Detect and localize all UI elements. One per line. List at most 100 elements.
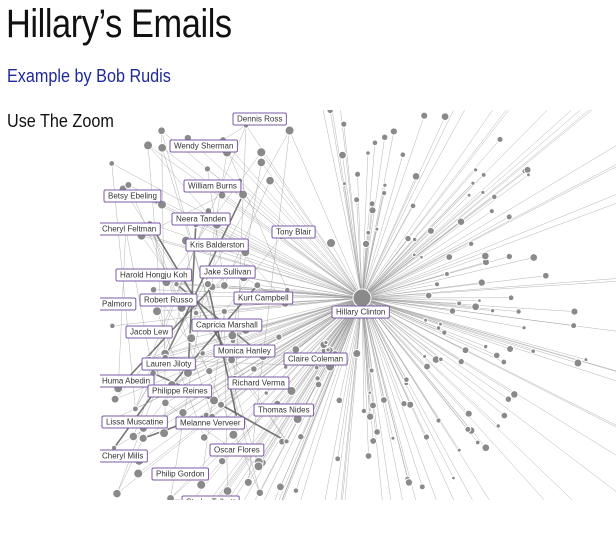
graph-node[interactable] bbox=[206, 368, 213, 375]
graph-node[interactable] bbox=[412, 173, 420, 181]
graph-node[interactable] bbox=[412, 237, 416, 241]
graph-node[interactable] bbox=[370, 438, 377, 445]
graph-node[interactable] bbox=[158, 127, 166, 135]
graph-node[interactable] bbox=[244, 478, 252, 486]
graph-node[interactable] bbox=[200, 351, 206, 357]
graph-node[interactable] bbox=[113, 489, 122, 498]
node-label[interactable]: Robert Russo bbox=[140, 294, 197, 306]
node-label[interactable]: Dennis Ross bbox=[233, 113, 286, 125]
graph-node[interactable] bbox=[496, 424, 500, 428]
graph-node[interactable] bbox=[508, 295, 514, 301]
node-label[interactable]: Kurt Campbell bbox=[234, 292, 293, 304]
graph-node[interactable] bbox=[482, 252, 490, 260]
graph-node[interactable] bbox=[339, 151, 347, 159]
graph-node[interactable] bbox=[129, 432, 137, 440]
graph-node[interactable] bbox=[315, 376, 320, 381]
graph-node[interactable] bbox=[193, 310, 199, 316]
graph-node[interactable] bbox=[419, 484, 425, 490]
graph-node[interactable] bbox=[362, 240, 369, 247]
graph-node[interactable] bbox=[277, 483, 285, 491]
graph-node[interactable] bbox=[452, 476, 456, 480]
graph-node[interactable] bbox=[153, 307, 162, 316]
graph-node[interactable] bbox=[501, 359, 507, 365]
graph-node[interactable] bbox=[218, 401, 225, 408]
graph-node[interactable] bbox=[412, 253, 416, 257]
graph-node[interactable] bbox=[187, 334, 196, 343]
graph-node[interactable] bbox=[472, 303, 480, 311]
graph-node[interactable] bbox=[326, 348, 330, 352]
node-label[interactable]: Harold Hongju Koh bbox=[116, 269, 192, 281]
graph-node[interactable] bbox=[424, 363, 431, 370]
graph-node[interactable] bbox=[489, 209, 494, 214]
graph-node[interactable] bbox=[218, 191, 226, 199]
graph-node[interactable] bbox=[354, 197, 360, 203]
graph-node[interactable] bbox=[218, 458, 225, 465]
graph-node[interactable] bbox=[220, 282, 228, 290]
graph-node[interactable] bbox=[327, 238, 336, 247]
network-graph-canvas[interactable]: Dennis Ross Wendy Sherman Betsy Ebeling Wil… bbox=[100, 110, 616, 500]
graph-node[interactable] bbox=[298, 434, 304, 440]
node-label[interactable]: Strobe Talbott bbox=[182, 496, 239, 500]
node-label[interactable]: Oscar Flores bbox=[210, 444, 264, 456]
graph-node[interactable] bbox=[221, 308, 227, 314]
graph-node[interactable] bbox=[481, 172, 486, 177]
graph-node[interactable] bbox=[361, 408, 366, 413]
graph-node[interactable] bbox=[257, 158, 266, 167]
graph-node[interactable] bbox=[441, 113, 449, 121]
graph-node[interactable] bbox=[324, 340, 328, 344]
graph-node[interactable] bbox=[501, 412, 508, 419]
graph-node[interactable] bbox=[462, 347, 469, 354]
graph-node[interactable] bbox=[372, 140, 378, 146]
graph-node[interactable] bbox=[505, 396, 512, 403]
graph-node[interactable] bbox=[478, 279, 485, 286]
graph-node[interactable] bbox=[335, 456, 341, 462]
graph-node[interactable] bbox=[436, 418, 441, 423]
graph-node[interactable] bbox=[251, 366, 258, 373]
graph-node[interactable] bbox=[482, 444, 490, 452]
node-label[interactable]: Tony Blair bbox=[272, 226, 315, 238]
graph-node[interactable] bbox=[223, 487, 232, 496]
graph-node[interactable] bbox=[381, 134, 387, 140]
graph-node[interactable] bbox=[527, 173, 531, 177]
graph-node[interactable] bbox=[314, 365, 319, 370]
graph-node[interactable] bbox=[341, 121, 347, 127]
graph-node[interactable] bbox=[423, 354, 427, 358]
graph-node[interactable] bbox=[162, 399, 170, 407]
graph-node[interactable] bbox=[125, 182, 132, 189]
graph-node[interactable] bbox=[542, 272, 549, 279]
graph-node[interactable] bbox=[276, 334, 282, 340]
graph-node[interactable] bbox=[366, 230, 371, 235]
graph-node[interactable] bbox=[254, 282, 261, 289]
graph-node[interactable] bbox=[481, 190, 485, 194]
graph-node[interactable] bbox=[369, 201, 375, 207]
graph-node[interactable] bbox=[365, 453, 372, 460]
graph-node[interactable] bbox=[353, 350, 361, 358]
graph-node[interactable] bbox=[368, 391, 372, 395]
node-label[interactable]: Lauren Jiloty bbox=[142, 358, 195, 370]
graph-node[interactable] bbox=[478, 299, 482, 303]
graph-node[interactable] bbox=[197, 480, 206, 489]
graph-node[interactable] bbox=[457, 301, 462, 306]
graph-node[interactable] bbox=[109, 161, 115, 167]
graph-node[interactable] bbox=[355, 171, 361, 177]
graph-node[interactable] bbox=[407, 401, 414, 408]
graph-node[interactable] bbox=[139, 434, 147, 442]
graph-node[interactable] bbox=[436, 326, 441, 331]
graph-node[interactable] bbox=[228, 331, 237, 340]
graph-node[interactable] bbox=[420, 255, 424, 259]
graph-node[interactable] bbox=[401, 401, 407, 407]
node-label[interactable]: Lissa Muscatine bbox=[102, 416, 167, 428]
graph-node[interactable] bbox=[375, 227, 379, 231]
graph-node[interactable] bbox=[132, 406, 138, 412]
graph-node[interactable] bbox=[179, 409, 187, 417]
graph-node[interactable] bbox=[336, 397, 343, 404]
node-label[interactable]: Cheryl Mills bbox=[100, 450, 147, 462]
graph-node[interactable] bbox=[400, 152, 406, 158]
graph-node[interactable] bbox=[446, 254, 453, 261]
graph-node[interactable] bbox=[150, 286, 157, 293]
network-graph[interactable]: Dennis Ross Wendy Sherman Betsy Ebeling Wil… bbox=[100, 110, 616, 500]
graph-node[interactable] bbox=[405, 479, 412, 486]
node-label[interactable]: Betsy Ebeling bbox=[104, 190, 161, 202]
graph-node[interactable] bbox=[531, 349, 536, 354]
graph-node[interactable] bbox=[465, 426, 471, 432]
